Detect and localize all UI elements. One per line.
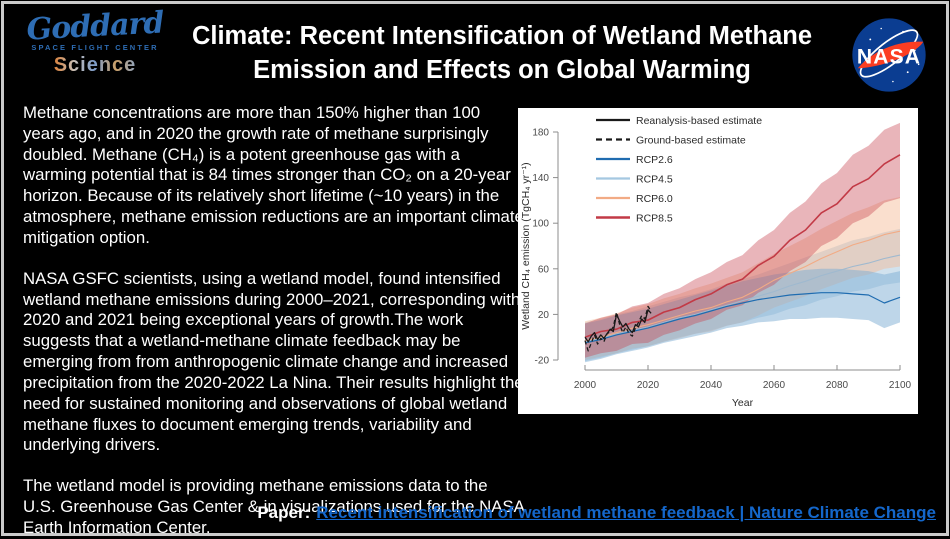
svg-text:Year: Year (732, 397, 754, 409)
svg-text:100: 100 (532, 219, 549, 230)
title-line-2: Emission and Effects on Global Warming (253, 55, 751, 84)
title-line-1: Climate: Recent Intensification of Wetla… (191, 22, 813, 50)
svg-text:RCP8.5: RCP8.5 (636, 212, 673, 224)
svg-text:60: 60 (538, 264, 550, 275)
science-label: Science (53, 54, 137, 76)
svg-text:RCP4.5: RCP4.5 (636, 173, 673, 185)
nasa-logo-icon: NASA (852, 18, 926, 92)
paper-label: Paper: (257, 503, 311, 522)
goddard-logo: Goddard SPACE FLIGHT CENTER Science (20, 5, 170, 77)
paper-row: Paper: Recent intensification of wetland … (257, 503, 936, 523)
paper-link[interactable]: Recent intensification of wetland methan… (316, 503, 936, 522)
paragraph-findings: NASA GSFC scientists, using a wetland mo… (23, 268, 524, 455)
svg-text:2080: 2080 (826, 380, 849, 391)
svg-text:2040: 2040 (700, 380, 723, 391)
svg-text:2060: 2060 (763, 380, 786, 391)
nasa-wordmark: NASA (857, 46, 921, 69)
page-title: Climate: Recent Intensification of Wetla… (162, 20, 842, 87)
svg-text:RCP6.0: RCP6.0 (636, 193, 673, 205)
svg-text:-20: -20 (535, 356, 550, 367)
svg-text:Wetland CH₄ emission (TgCH₄ yr: Wetland CH₄ emission (TgCH₄ yr⁻¹) (520, 162, 532, 329)
goddard-subtitle: SPACE FLIGHT CENTER (31, 43, 159, 52)
svg-text:Reanalysis-based estimate: Reanalysis-based estimate (636, 115, 762, 127)
svg-text:Ground-based estimate: Ground-based estimate (636, 134, 746, 146)
svg-text:20: 20 (538, 310, 550, 321)
body-text: Methane concentrations are more than 150… (23, 103, 524, 539)
goddard-wordmark: Goddard (25, 5, 165, 48)
paragraph-data-use: The wetland model is providing methane e… (23, 476, 524, 537)
svg-text:2000: 2000 (574, 380, 597, 391)
svg-text:180: 180 (532, 128, 549, 139)
svg-text:2020: 2020 (637, 380, 660, 391)
svg-text:RCP2.6: RCP2.6 (636, 154, 673, 166)
paragraph-methane-background: Methane concentrations are more than 150… (23, 103, 524, 247)
chart-panel: -20 20 60 100 140 180 Wetland CH₄ emission (Tg… (518, 108, 918, 414)
svg-text:140: 140 (532, 173, 549, 184)
svg-text:2100: 2100 (889, 380, 912, 391)
